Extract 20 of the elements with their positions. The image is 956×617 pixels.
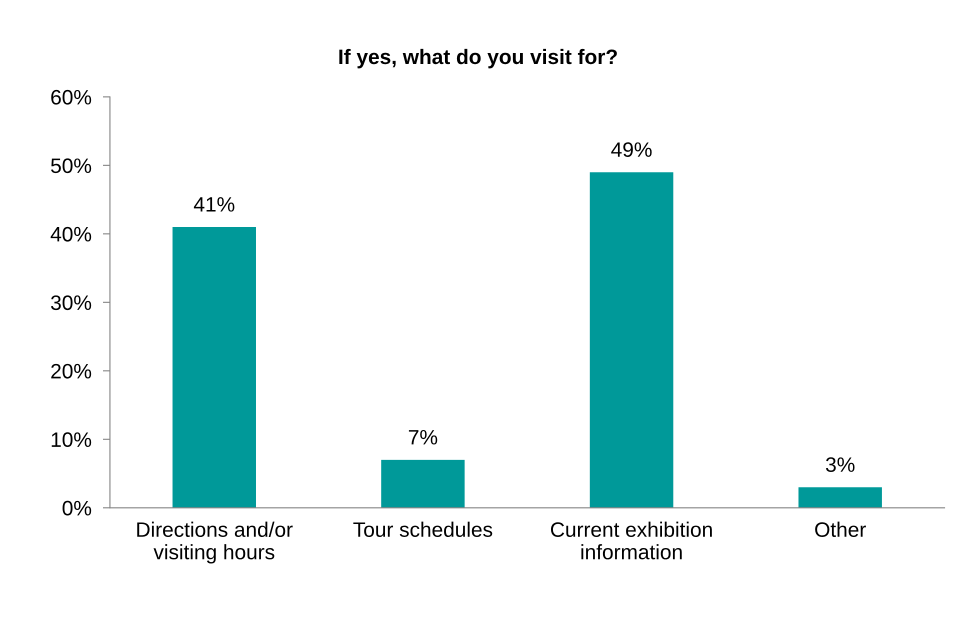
- y-tick-label: 40%: [50, 226, 92, 242]
- data-label: 41%: [194, 197, 234, 212]
- data-label: 7%: [408, 430, 438, 445]
- x-tick-label: Current exhibition information: [550, 522, 712, 560]
- data-label: 49%: [611, 142, 652, 157]
- bar: [172, 226, 256, 508]
- y-tick-label: 20%: [51, 364, 92, 379]
- y-tick-label: 50%: [51, 158, 92, 174]
- x-tick-label: Tour schedules: [353, 522, 492, 537]
- data-label: 3%: [826, 457, 855, 472]
- x-tick-label: Directions and/or visiting hours: [137, 522, 293, 564]
- bar: [381, 460, 465, 508]
- y-tick-label: 10%: [52, 432, 92, 448]
- bar: [798, 487, 882, 508]
- bar: [590, 172, 674, 508]
- y-tick-label: 30%: [50, 295, 92, 310]
- y-tick-label: 60%: [51, 90, 92, 105]
- y-tick-label: 0%: [62, 500, 92, 516]
- chart-title: If yes, what do you visit for?: [339, 48, 617, 68]
- x-tick-label: Other: [815, 522, 866, 537]
